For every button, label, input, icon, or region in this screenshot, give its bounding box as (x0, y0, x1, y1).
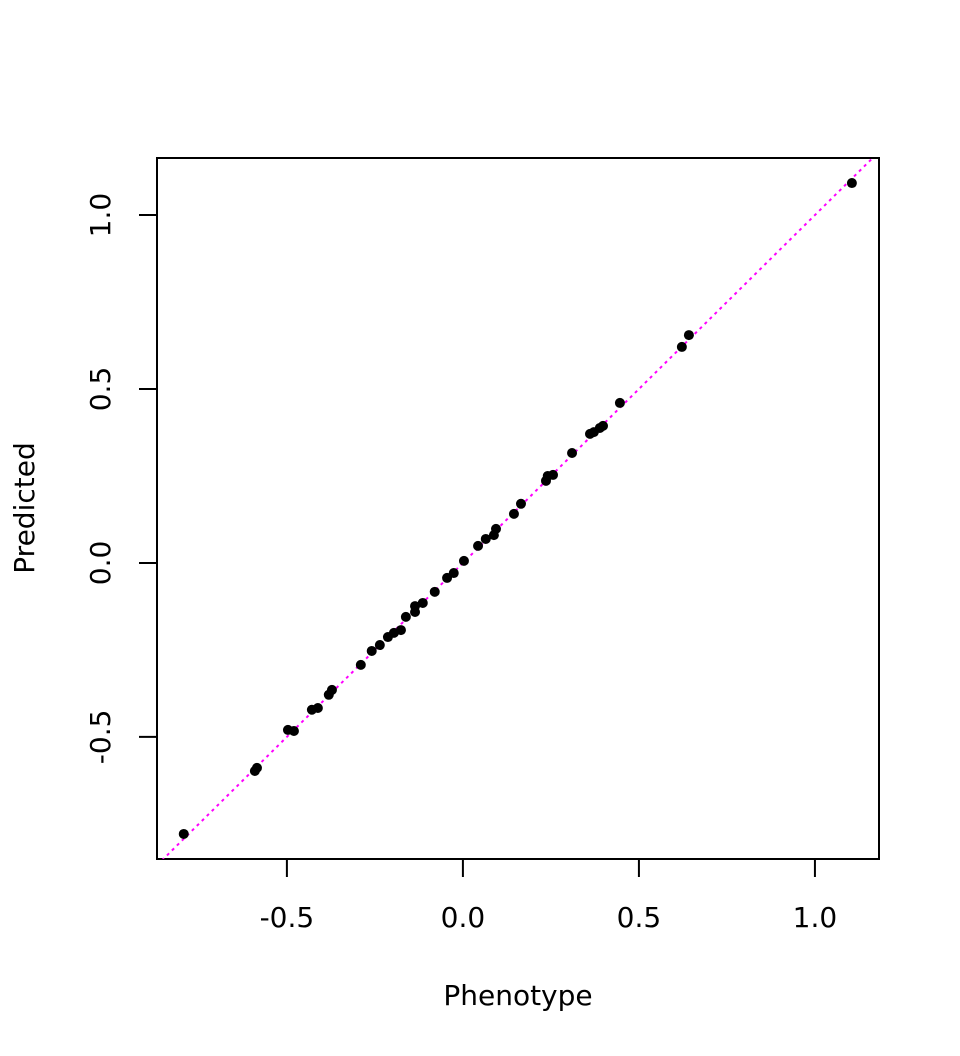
point (458, 555, 469, 566)
point (410, 606, 421, 617)
y-tick-label: 1.0 (84, 193, 117, 238)
point (508, 508, 519, 519)
point (473, 540, 484, 551)
y-tick-label: -0.5 (84, 710, 117, 765)
point (598, 420, 609, 431)
x-axis-title: Phenotype (443, 979, 592, 1012)
point (429, 586, 440, 597)
y-tick-label: 0.5 (84, 367, 117, 412)
x-tick-label: 0.5 (617, 901, 662, 934)
point (683, 330, 694, 341)
point (548, 469, 559, 480)
plot-area (161, 158, 875, 859)
point (312, 703, 323, 714)
plot-frame (156, 157, 880, 860)
point (567, 448, 578, 459)
point (846, 178, 857, 189)
point (374, 640, 385, 651)
point (448, 568, 459, 579)
y-tick-label: 0.0 (84, 541, 117, 586)
point (288, 725, 299, 736)
point (251, 762, 262, 773)
point (326, 684, 337, 695)
x-tick-label: 0.0 (441, 901, 486, 934)
point (400, 611, 411, 622)
point (480, 533, 491, 544)
reference-line (161, 158, 875, 859)
x-tick-label: -0.5 (260, 901, 315, 934)
y-axis-title: Predicted (8, 442, 41, 573)
point (490, 523, 501, 534)
x-tick-label: 1.0 (793, 901, 838, 934)
point (178, 828, 189, 839)
point (515, 498, 526, 509)
point (676, 341, 687, 352)
point (366, 645, 377, 656)
point (355, 659, 366, 670)
point (417, 597, 428, 608)
point (395, 625, 406, 636)
point (614, 397, 625, 408)
